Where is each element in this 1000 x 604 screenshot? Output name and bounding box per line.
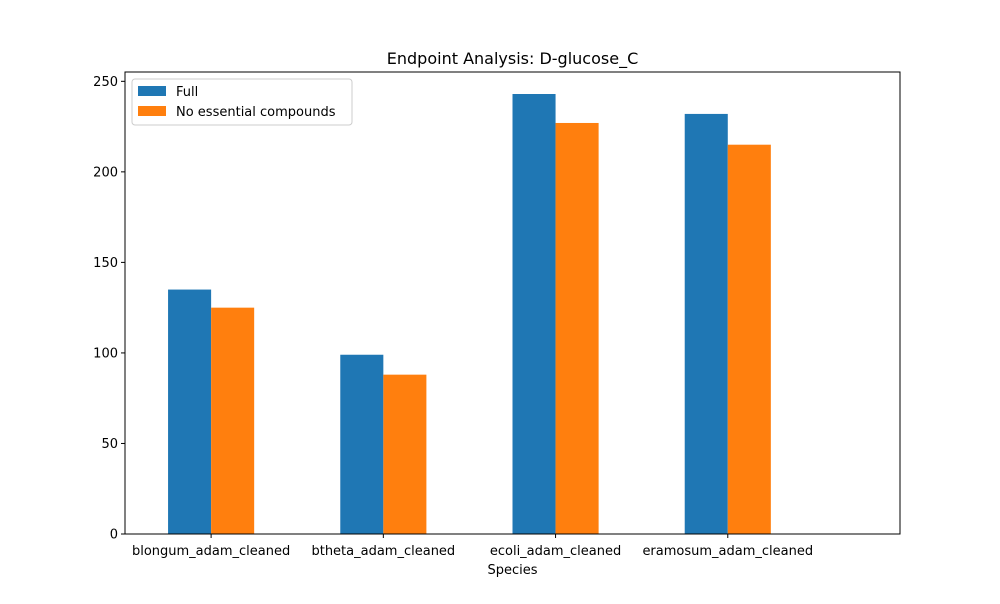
legend-swatch	[138, 106, 166, 116]
chart-title: Endpoint Analysis: D-glucose_C	[387, 49, 638, 69]
legend: Full No essential compounds	[131, 78, 353, 126]
x-tick-label: blongum_adam_cleaned	[132, 544, 290, 559]
legend-label: No essential compounds	[176, 105, 336, 120]
x-tick-label: btheta_adam_cleaned	[311, 544, 455, 559]
bar-no-essential-1	[211, 307, 255, 534]
y-tick-label: 0	[110, 528, 118, 543]
legend-label: Full	[176, 85, 198, 100]
x-tick-label: eramosum_adam_cleaned	[642, 544, 813, 559]
bar-full-4	[684, 113, 728, 535]
y-axis-ticks: 0 50 100 150 200 250	[93, 75, 125, 543]
legend-entries: Full No essential compounds	[138, 85, 336, 120]
plot-area-frame	[124, 71, 901, 535]
y-tick-label: 150	[93, 256, 118, 271]
legend-box	[131, 78, 353, 126]
x-axis-ticks: blongum_adam_cleaned btheta_adam_cleaned e…	[132, 534, 813, 559]
y-tick-label: 100	[93, 346, 118, 361]
bars-layer	[168, 94, 771, 535]
bar-full-1	[168, 289, 212, 534]
x-axis-label: Species	[487, 563, 537, 578]
legend-swatch	[138, 86, 166, 96]
y-tick-label: 200	[93, 165, 118, 180]
y-tick-label: 250	[93, 75, 118, 90]
y-tick-label: 50	[101, 437, 118, 452]
bar-no-essential-3	[555, 122, 599, 534]
bar-no-essential-2	[383, 374, 427, 534]
bar-no-essential-4	[727, 144, 771, 534]
x-tick-label: ecoli_adam_cleaned	[490, 544, 621, 559]
bar-full-3	[512, 94, 556, 534]
bar-full-2	[340, 354, 384, 534]
